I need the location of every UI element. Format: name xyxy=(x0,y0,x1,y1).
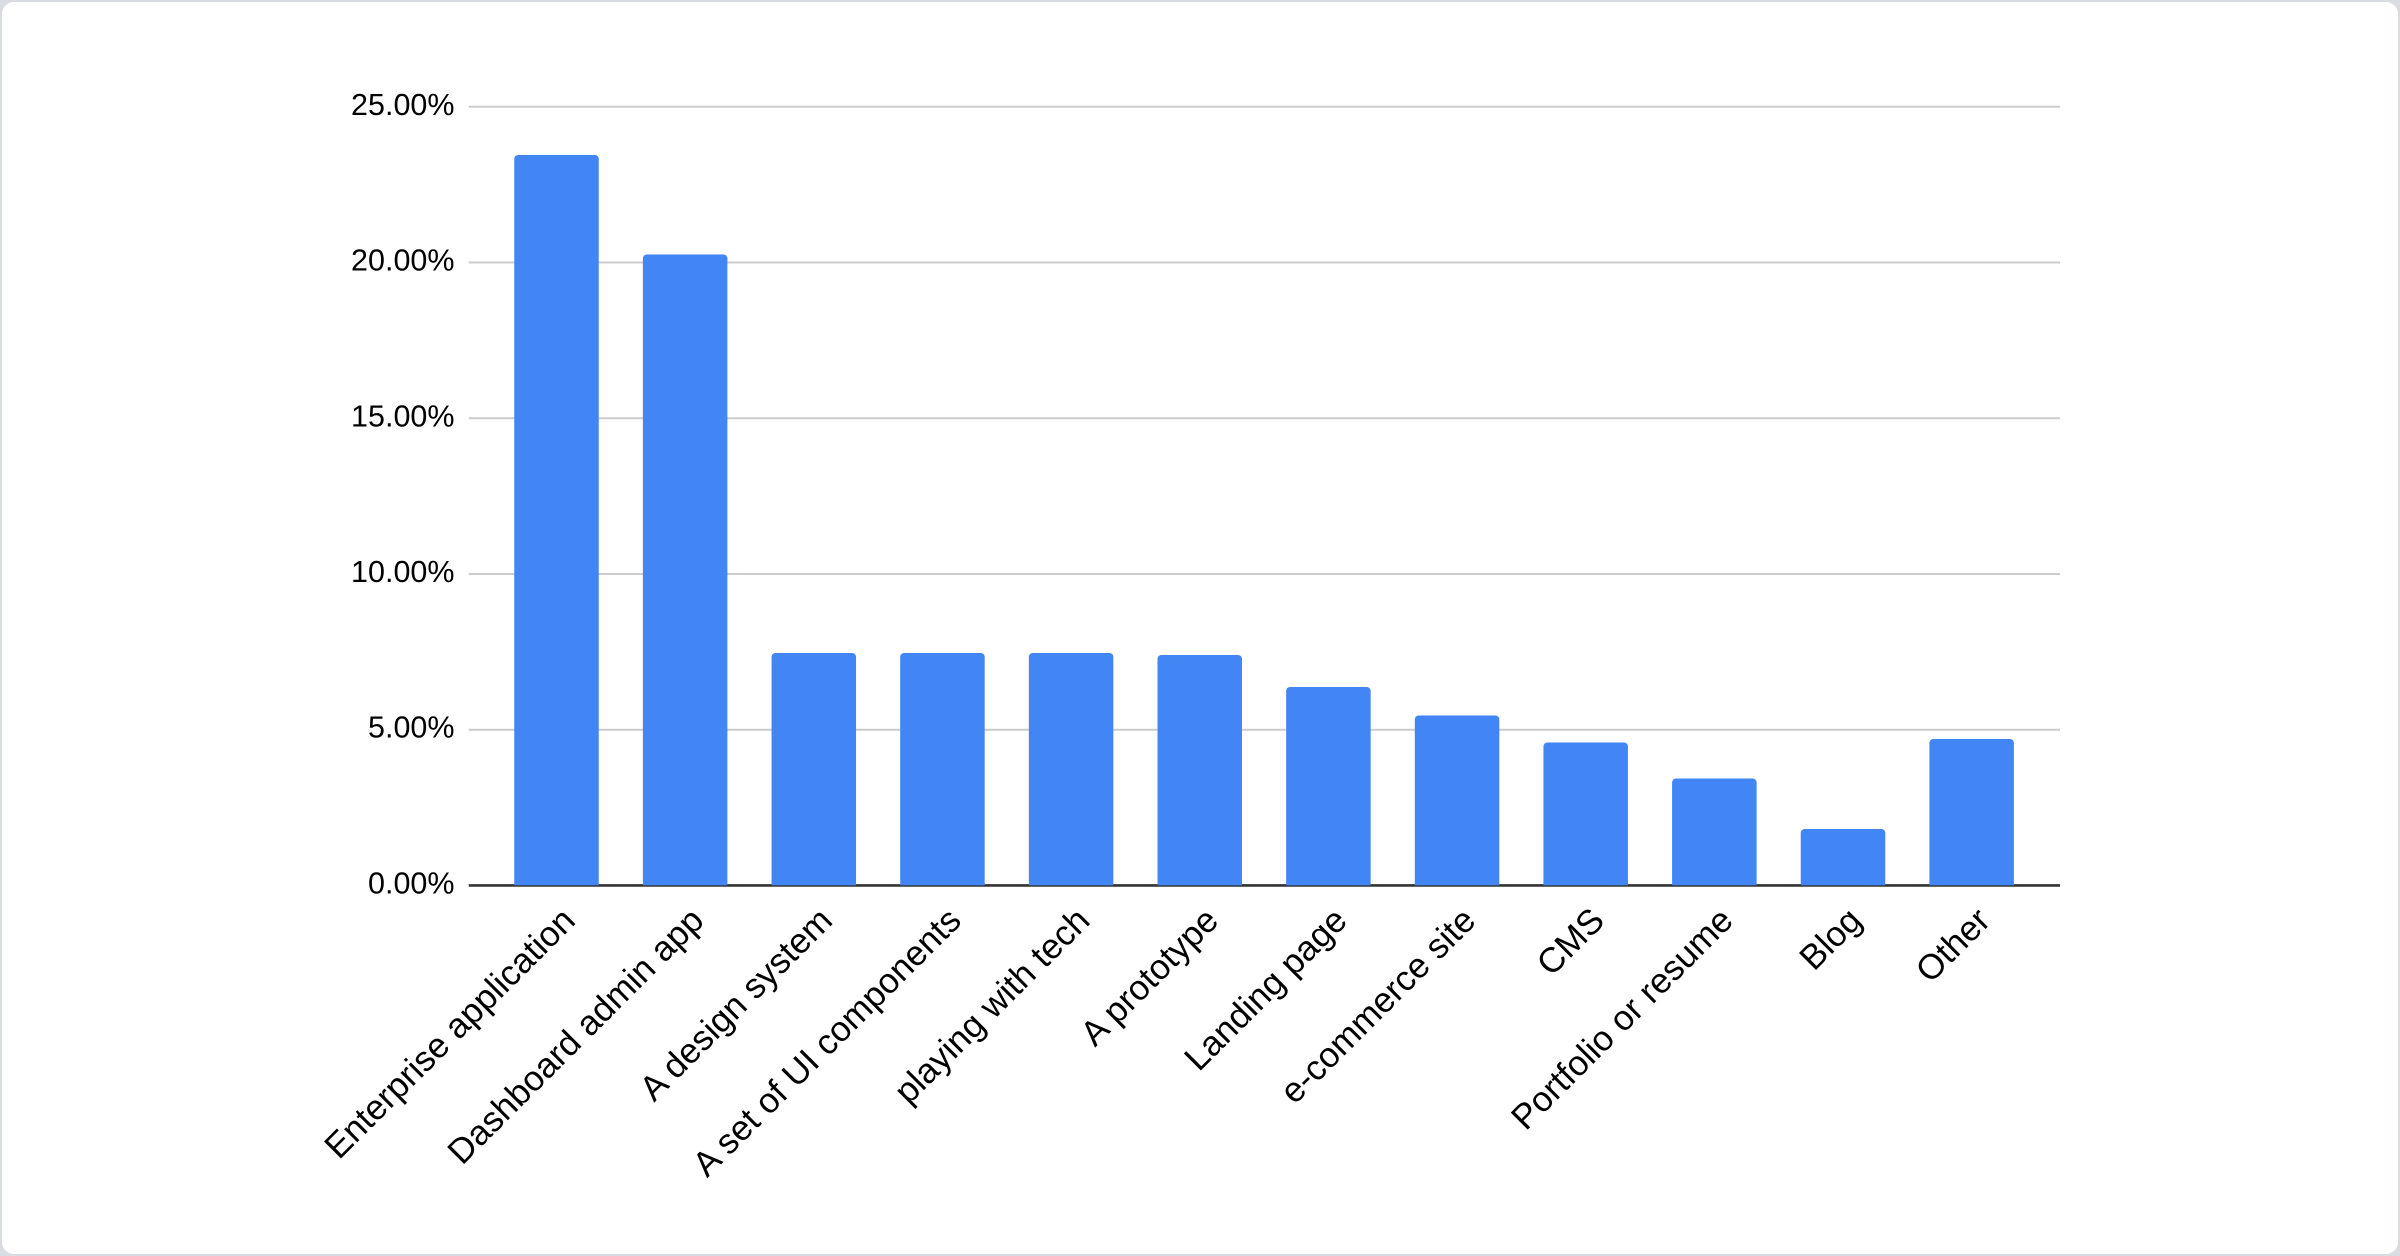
svg-text:Enterprise application: Enterprise application xyxy=(317,901,583,1167)
svg-text:15.00%: 15.00% xyxy=(351,399,454,433)
svg-text:Portfolio or resume: Portfolio or resume xyxy=(1504,901,1741,1138)
svg-text:10.00%: 10.00% xyxy=(351,555,454,589)
svg-text:25.00%: 25.00% xyxy=(351,88,454,122)
svg-text:A set of UI components: A set of UI components xyxy=(685,901,968,1184)
svg-text:20.00%: 20.00% xyxy=(351,244,454,278)
svg-text:Dashboard admin app: Dashboard admin app xyxy=(440,901,711,1172)
svg-text:5.00%: 5.00% xyxy=(368,711,454,745)
svg-text:CMS: CMS xyxy=(1529,901,1612,984)
svg-text:0.00%: 0.00% xyxy=(368,866,454,900)
svg-text:Other: Other xyxy=(1908,900,1998,990)
svg-text:Blog: Blog xyxy=(1792,901,1869,978)
